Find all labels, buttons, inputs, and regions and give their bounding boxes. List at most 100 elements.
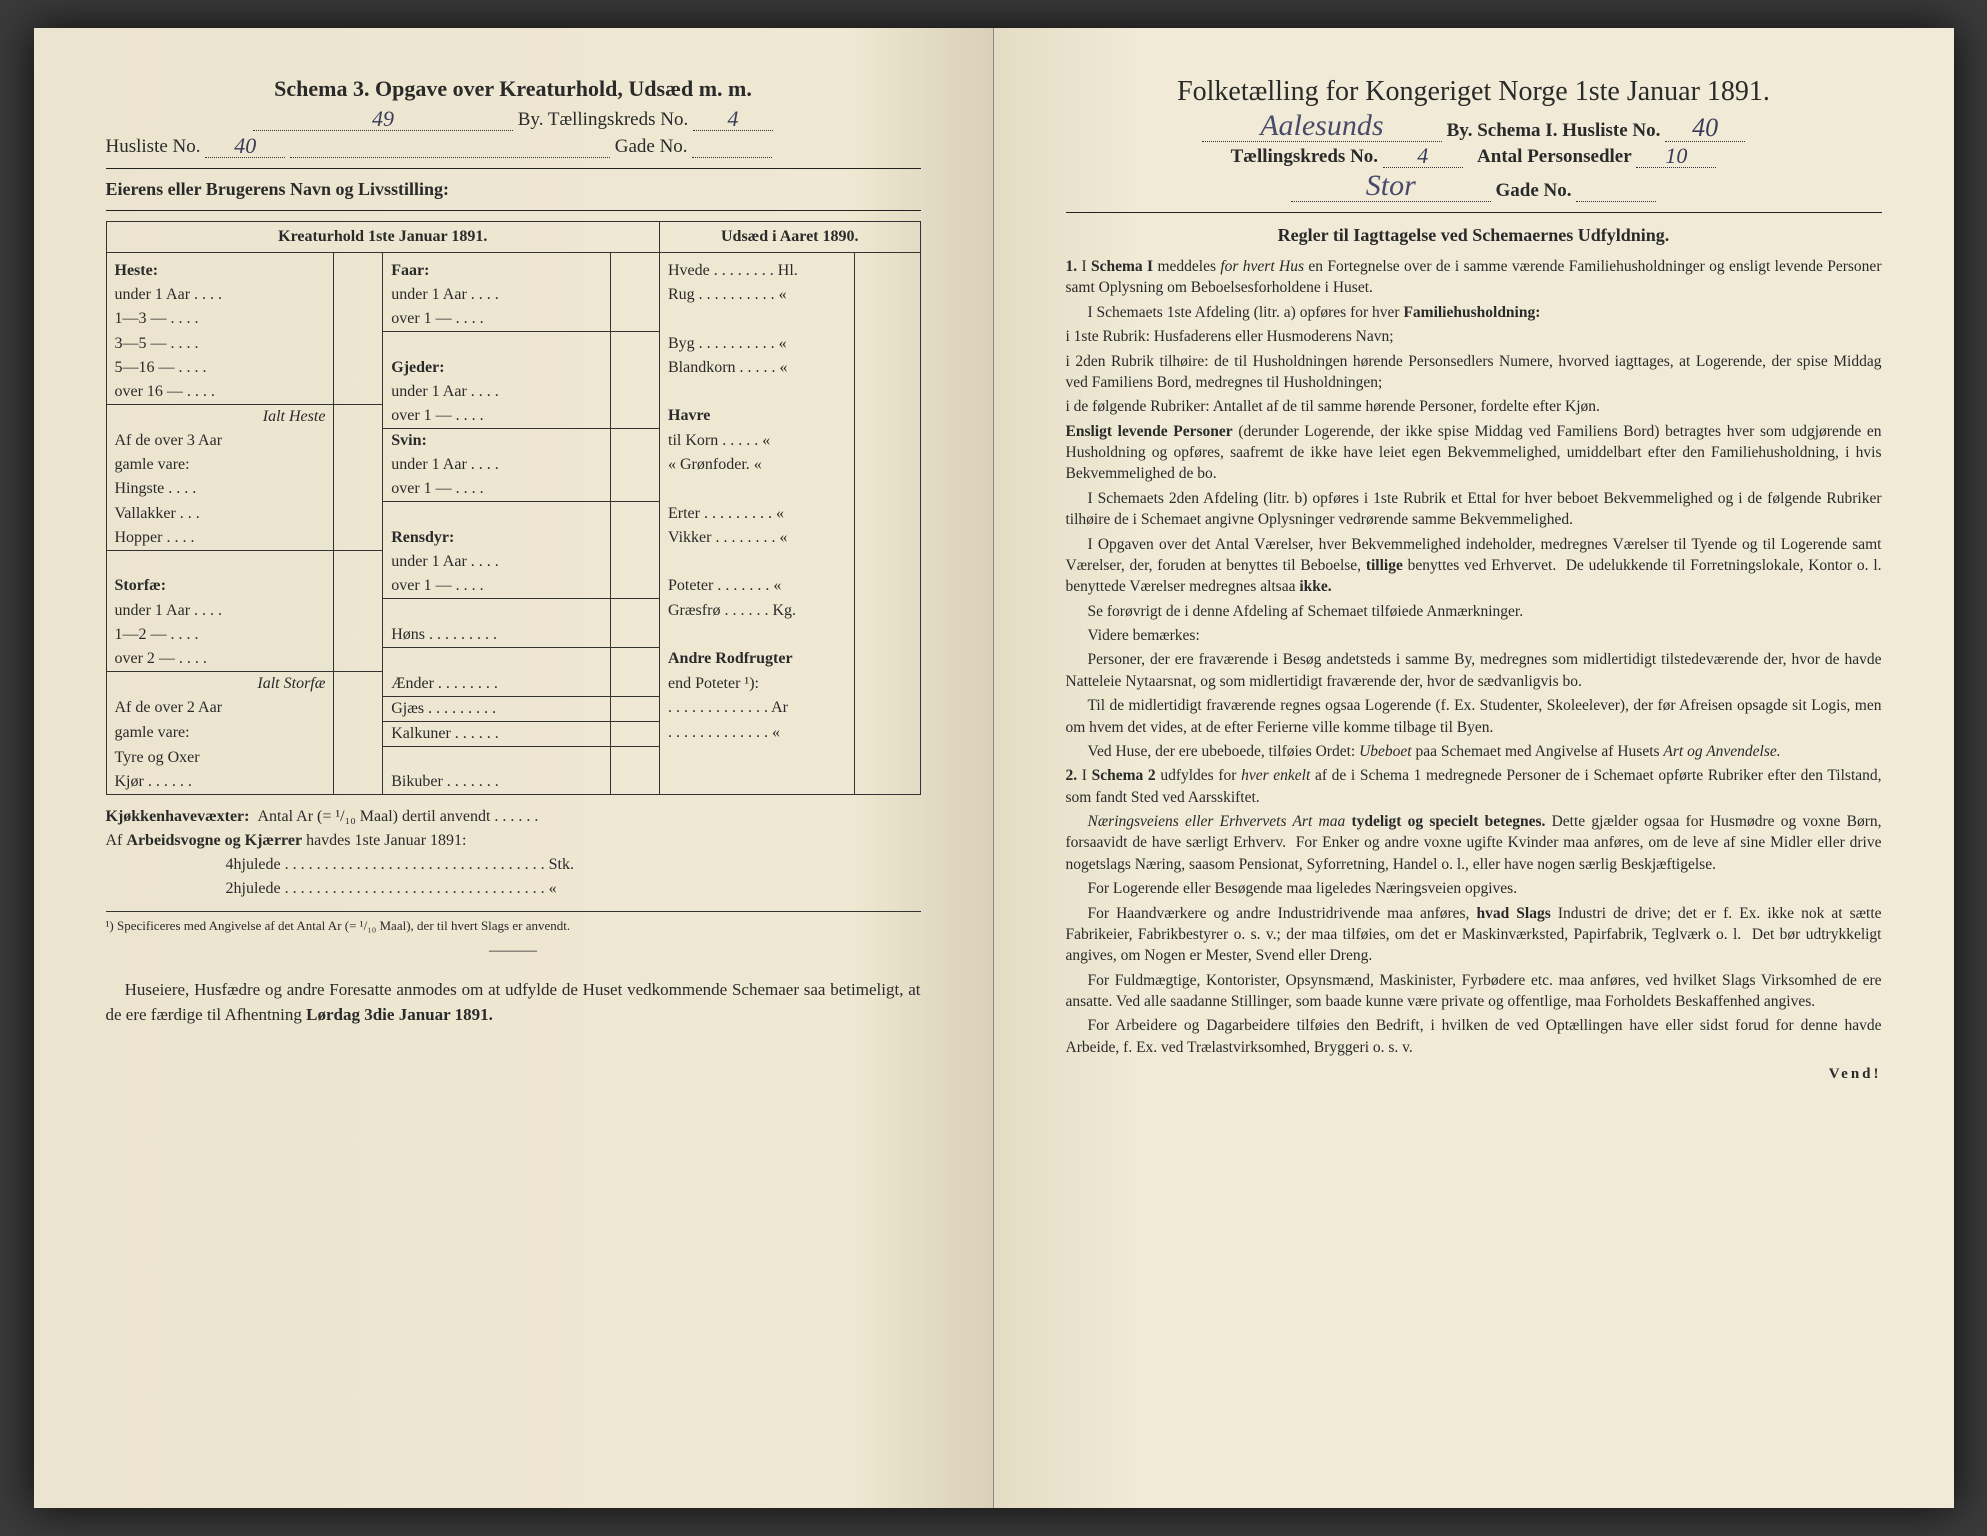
bottom-block: Kjøkkenhavevæxter: Antal Ar (= ¹/₁₀ Maal…: [106, 805, 921, 901]
row-kreds: Tællingskreds No. 4 Antal Personsedler 1…: [1066, 145, 1882, 168]
p7: I Schemaets 2den Afdeling (litr. b) opfø…: [1066, 488, 1882, 531]
faar: Faar:: [383, 259, 611, 283]
footnote: ¹) Specificeres med Angivelse af det Ant…: [106, 911, 921, 934]
gjeder: Gjeder:: [383, 356, 611, 380]
p18: For Fuldmægtige, Kontorister, Opsynsmænd…: [1066, 970, 1882, 1013]
tyre: Tyre og Oxer: [106, 746, 334, 770]
sv-o1: over 1 — . . . .: [383, 477, 611, 502]
s-o2: over 2 — . . . .: [106, 647, 334, 672]
husliste-label: Husliste No.: [106, 136, 201, 157]
hingste: Hingste . . . .: [106, 477, 334, 502]
p2: I Schemaets 1ste Afdeling (litr. a) opfø…: [1066, 302, 1882, 323]
gjaes: Gjæs . . . . . . . . .: [383, 696, 611, 721]
gamle2: gamle vare:: [106, 721, 334, 746]
havre: Havre: [660, 404, 855, 429]
divider: [106, 168, 921, 169]
heste: Heste:: [106, 259, 334, 283]
vend: Vend!: [1066, 1066, 1882, 1083]
andre: Andre Rodfrugter: [660, 647, 855, 672]
h-1-3: 1—3 — . . . .: [106, 307, 334, 332]
erter: Erter . . . . . . . . . «: [660, 502, 855, 526]
p11: Personer, der ere fraværende i Besøg and…: [1066, 649, 1882, 692]
husliste-no-r: 40: [1665, 115, 1745, 142]
h-o16: over 16 — . . . .: [106, 380, 334, 405]
left-page: Schema 3. Opgave over Kreaturhold, Udsæd…: [34, 28, 994, 1508]
vikker: Vikker . . . . . . . . «: [660, 526, 855, 551]
hons: Høns . . . . . . . . .: [383, 623, 611, 648]
hopper: Hopper . . . .: [106, 526, 334, 551]
schema3-title: Schema 3. Opgave over Kreaturhold, Udsæd…: [106, 76, 921, 102]
rule-2: 2. I Schema 2 udfyldes for hver enkelt a…: [1066, 765, 1882, 808]
p10: Videre bemærkes:: [1066, 625, 1882, 646]
by-label-r: By. Schema I. Husliste No.: [1447, 120, 1661, 141]
blank-line: . . . . . . . . . . . . . «: [660, 721, 855, 746]
owner-label: Eierens eller Brugerens Navn og Livsstil…: [106, 179, 921, 200]
aender: Ænder . . . . . . . .: [383, 672, 611, 697]
blank-mid: [290, 157, 610, 158]
col2-header: Udsæd i Aaret 1890.: [660, 222, 921, 253]
ar-line: . . . . . . . . . . . . . Ar: [660, 696, 855, 721]
by-label: By. Tællingskreds No.: [518, 109, 688, 130]
p15: Næringsveiens eller Erhvervets Art maa t…: [1066, 811, 1882, 875]
gade-label-r: Gade No.: [1496, 180, 1572, 201]
by-written: Aalesunds: [1202, 111, 1442, 142]
kjor: Kjør . . . . . .: [106, 770, 334, 795]
h-u1: under 1 Aar . . . .: [106, 283, 334, 307]
gade-no-r: [1576, 201, 1656, 202]
ialt-storfae: Ialt Storfæ: [106, 672, 334, 697]
gade-label: Gade No.: [615, 136, 688, 157]
closing-note: Huseiere, Husfædre og andre Foresatte an…: [106, 978, 921, 1027]
p3: i 1ste Rubrik: Husfaderens eller Husmode…: [1066, 326, 1882, 347]
tilkorn: til Korn . . . . . «: [660, 429, 855, 454]
divider: [1066, 212, 1882, 213]
hjul2: 2hjulede . . . . . . . . . . . . . . . .…: [106, 877, 921, 901]
endpot: end Poteter ¹):: [660, 672, 855, 697]
svin: Svin:: [383, 429, 611, 454]
field-49: 49: [253, 108, 513, 131]
p19: For Arbeidere og Dagarbeidere tilføies d…: [1066, 1015, 1882, 1058]
kreds-no: 4: [693, 108, 773, 131]
arbeid-label: Af Arbeidsvogne og Kjærrer havdes 1ste J…: [106, 829, 921, 853]
p13: Ved Huse, der ere ubeboede, tilføies Ord…: [1066, 741, 1882, 762]
gade-no: [692, 157, 772, 158]
h-5-16: 5—16 — . . . .: [106, 356, 334, 380]
graesfro: Græsfrø . . . . . . Kg.: [660, 599, 855, 623]
byg: Byg . . . . . . . . . . «: [660, 332, 855, 356]
kreds-no-r: 4: [1383, 145, 1463, 168]
regler-title: Regler til Iagttagelse ved Schemaernes U…: [1066, 225, 1882, 246]
p5: i de følgende Rubriker: Antallet af de t…: [1066, 396, 1882, 417]
r-o1: over 1 — . . . .: [383, 574, 611, 599]
kalkuner: Kalkuner . . . . . .: [383, 721, 611, 746]
af2: Af de over 2 Aar: [106, 696, 334, 721]
storfae: Storfæ:: [106, 574, 334, 599]
kjokken: Kjøkkenhavevæxter: Antal Ar (= ¹/₁₀ Maal…: [106, 805, 921, 829]
row-by-kreds: 49 By. Tællingskreds No. 4: [106, 108, 921, 131]
antal-label: Antal Personsedler: [1477, 146, 1632, 167]
blandkorn: Blandkorn . . . . . «: [660, 356, 855, 380]
h-3-5: 3—5 — . . . .: [106, 332, 334, 356]
p17: For Haandværkere og andre Industridriven…: [1066, 903, 1882, 967]
hvede: Hvede . . . . . . . . Hl.: [660, 259, 855, 283]
row-husliste: Husliste No. 40 Gade No.: [106, 135, 921, 158]
rule-1: 1. I Schema I meddeles for hvert Hus en …: [1066, 256, 1882, 299]
rug: Rug . . . . . . . . . . «: [660, 283, 855, 307]
p4: i 2den Rubrik tilhøire: de til Husholdni…: [1066, 351, 1882, 394]
right-page: Folketælling for Kongeriget Norge 1ste J…: [994, 28, 1954, 1508]
row-by: Aalesunds By. Schema I. Husliste No. 40: [1066, 111, 1882, 142]
antal-no: 10: [1636, 145, 1716, 168]
gade-written: Stor: [1291, 171, 1491, 202]
row-gade: Stor Gade No.: [1066, 171, 1882, 202]
s-1-2: 1—2 — . . . .: [106, 623, 334, 648]
rules-body: 1. I Schema I meddeles for hvert Hus en …: [1066, 256, 1882, 1058]
husliste-no: 40: [205, 135, 285, 158]
f-u1: under 1 Aar . . . .: [383, 283, 611, 307]
p9: Se forøvrigt de i denne Afdeling af Sche…: [1066, 601, 1882, 622]
gamle: gamle vare:: [106, 453, 334, 477]
g-u1: under 1 Aar . . . .: [383, 380, 611, 405]
vallakker: Vallakker . . .: [106, 502, 334, 526]
r-u1: under 1 Aar . . . .: [383, 550, 611, 574]
kreatur-table: Kreaturhold 1ste Januar 1891. Udsæd i Aa…: [106, 221, 921, 795]
af3: Af de over 3 Aar: [106, 429, 334, 454]
hjul4: 4hjulede . . . . . . . . . . . . . . . .…: [106, 853, 921, 877]
poteter: Poteter . . . . . . . «: [660, 574, 855, 599]
